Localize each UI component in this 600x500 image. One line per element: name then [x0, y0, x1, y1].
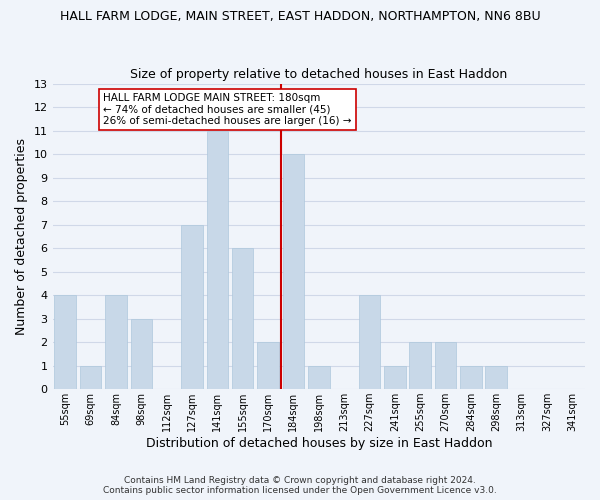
Bar — [460, 366, 482, 389]
Y-axis label: Number of detached properties: Number of detached properties — [15, 138, 28, 335]
Bar — [384, 366, 406, 389]
Bar — [435, 342, 457, 389]
Bar — [409, 342, 431, 389]
Bar — [105, 295, 127, 389]
Bar — [485, 366, 507, 389]
Bar — [55, 295, 76, 389]
Bar — [181, 224, 203, 389]
Bar — [232, 248, 253, 389]
Bar — [359, 295, 380, 389]
Bar — [80, 366, 101, 389]
Bar — [283, 154, 304, 389]
Title: Size of property relative to detached houses in East Haddon: Size of property relative to detached ho… — [130, 68, 508, 81]
Text: Contains HM Land Registry data © Crown copyright and database right 2024.
Contai: Contains HM Land Registry data © Crown c… — [103, 476, 497, 495]
Bar — [206, 130, 228, 389]
Text: HALL FARM LODGE MAIN STREET: 180sqm
← 74% of detached houses are smaller (45)
26: HALL FARM LODGE MAIN STREET: 180sqm ← 74… — [103, 93, 352, 126]
X-axis label: Distribution of detached houses by size in East Haddon: Distribution of detached houses by size … — [146, 437, 492, 450]
Bar — [131, 318, 152, 389]
Bar — [257, 342, 279, 389]
Text: HALL FARM LODGE, MAIN STREET, EAST HADDON, NORTHAMPTON, NN6 8BU: HALL FARM LODGE, MAIN STREET, EAST HADDO… — [59, 10, 541, 23]
Bar — [308, 366, 329, 389]
